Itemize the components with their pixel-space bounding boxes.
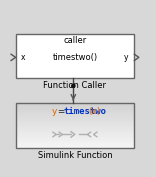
Bar — [16, 132, 134, 135]
Text: caller: caller — [63, 36, 87, 45]
Bar — [16, 116, 134, 119]
Text: timestwo(): timestwo() — [52, 53, 98, 62]
Bar — [16, 125, 134, 128]
Bar — [16, 105, 134, 108]
Bar — [16, 119, 134, 121]
Bar — [16, 103, 134, 148]
Text: Simulink Function: Simulink Function — [38, 151, 112, 160]
Text: timestwo: timestwo — [63, 107, 106, 116]
Text: y: y — [52, 107, 57, 116]
Bar — [16, 103, 134, 105]
Bar — [16, 130, 134, 132]
Bar — [16, 107, 134, 110]
Text: Function Caller: Function Caller — [43, 81, 106, 90]
Bar — [16, 127, 134, 130]
Bar — [16, 134, 134, 137]
Bar — [16, 112, 134, 115]
Bar — [16, 141, 134, 143]
Bar — [16, 145, 134, 148]
Circle shape — [72, 84, 75, 87]
Text: (x): (x) — [88, 107, 101, 116]
Bar — [16, 114, 134, 117]
Bar — [16, 110, 134, 112]
Bar — [16, 121, 134, 123]
Text: x: x — [21, 53, 26, 62]
Bar — [16, 139, 134, 141]
Bar — [16, 136, 134, 139]
Bar — [16, 123, 134, 125]
Text: =: = — [55, 107, 68, 116]
Bar — [16, 34, 134, 78]
Bar — [16, 143, 134, 145]
Text: y: y — [124, 53, 129, 62]
